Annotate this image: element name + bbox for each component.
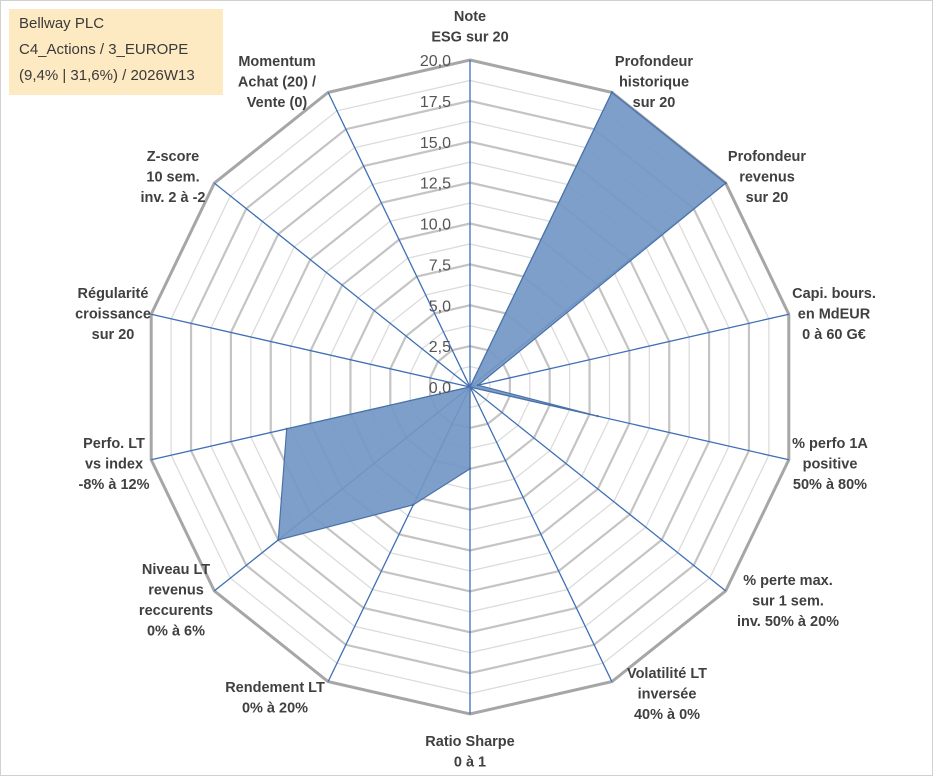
data-point xyxy=(476,383,480,387)
category-label: Perfo. LT vs index -8% à 12% xyxy=(79,436,150,493)
series-area xyxy=(277,91,727,541)
category-label: Volatilité LT inversée 40% à 0% xyxy=(627,666,707,723)
data-point xyxy=(724,181,727,185)
category-label: Ratio Sharpe 0 à 1 xyxy=(425,734,514,771)
radial-tick-label: 7,5 xyxy=(429,257,451,274)
category-label: Régularité croissance sur 20 xyxy=(75,286,151,343)
category-label: Rendement LT 0% à 20% xyxy=(225,680,325,717)
radial-tick-label: 5,0 xyxy=(429,298,451,315)
radial-tick-label: 2,5 xyxy=(429,339,451,356)
category-label: % perte max. sur 1 sem. inv. 50% à 20% xyxy=(737,573,839,630)
axis-spoke xyxy=(469,386,727,592)
category-label: Niveau LT revenus reccurents 0% à 6% xyxy=(139,562,213,640)
data-point xyxy=(277,538,280,542)
axis-spoke xyxy=(151,313,471,388)
radial-tick-label: 20,0 xyxy=(420,53,451,70)
category-label: Capi. bours. en MdEUR 0 à 60 G€ xyxy=(792,286,876,343)
data-point xyxy=(468,385,472,389)
data-point xyxy=(412,503,415,507)
title-line-2: C4_Actions / 3_EUROPE xyxy=(19,41,189,58)
radial-tick-label: 10,0 xyxy=(420,217,451,234)
category-label: Profondeur revenus sur 20 xyxy=(728,149,806,206)
radial-tick-label: 0,0 xyxy=(429,380,451,397)
axis-spoke xyxy=(213,182,471,388)
title-line-1: Bellway PLC xyxy=(19,15,105,32)
axis-spoke xyxy=(327,92,471,388)
category-label: Note ESG sur 20 xyxy=(431,9,508,46)
axis-spoke xyxy=(469,386,613,682)
radial-tick-label: 15,0 xyxy=(420,135,451,152)
axis-spoke xyxy=(469,313,789,388)
radial-tick-label: 12,5 xyxy=(420,176,451,193)
data-point xyxy=(285,427,288,431)
data-point xyxy=(468,467,472,470)
category-label: Z-score 10 sem. inv. 2 à -2 xyxy=(140,149,205,206)
title-line-3: (9,4% | 31,6%) / 2026W13 xyxy=(19,67,195,84)
data-point xyxy=(610,91,614,94)
radial-tick-label: 17,5 xyxy=(420,94,451,111)
chart-title-box: Bellway PLC C4_Actions / 3_EUROPE (9,4% … xyxy=(9,9,223,95)
category-label: Profondeur historique sur 20 xyxy=(615,54,693,111)
data-point xyxy=(596,414,599,418)
category-label: % perfo 1A positive 50% à 80% xyxy=(792,436,868,493)
category-label: Momentum Achat (20) / Vente (0) xyxy=(238,54,316,111)
